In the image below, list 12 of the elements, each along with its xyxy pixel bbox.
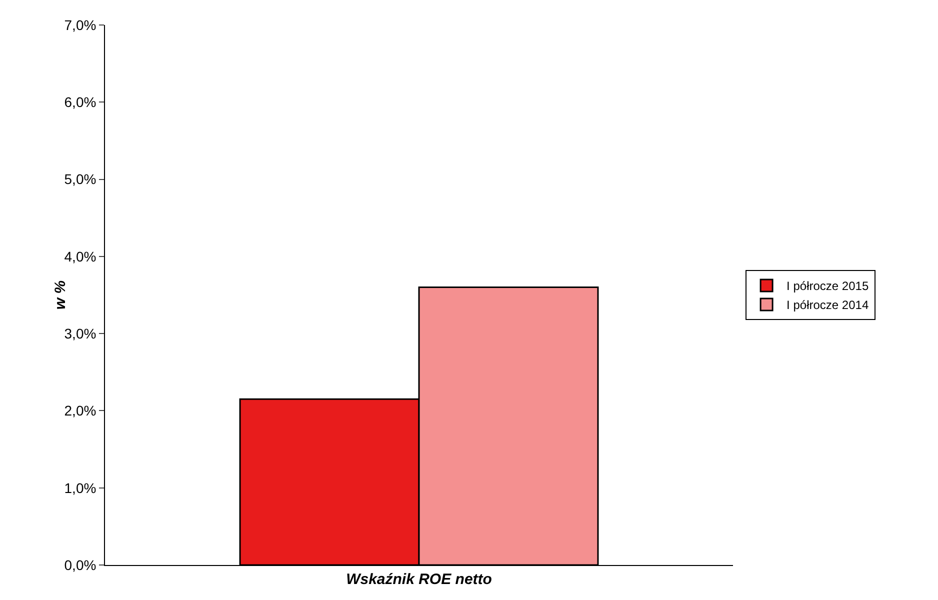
- legend-label: I półrocze 2015: [786, 279, 869, 294]
- legend-label: I półrocze 2014: [786, 298, 869, 312]
- y-tick-label: 0,0%: [64, 556, 96, 573]
- y-tick-label: 4,0%: [64, 248, 96, 264]
- y-tick-label: 6,0%: [64, 94, 96, 110]
- x-tick-label: Wskaźnik ROE netto: [346, 571, 492, 588]
- y-tick-label: 7,0%: [64, 16, 96, 33]
- y-axis-title: w %: [52, 280, 69, 310]
- y-tick-label: 1,0%: [64, 480, 96, 496]
- y-tick-label: 2,0%: [64, 402, 96, 419]
- y-tick-label: 3,0%: [64, 325, 96, 342]
- y-tick-label: 5,0%: [64, 171, 96, 188]
